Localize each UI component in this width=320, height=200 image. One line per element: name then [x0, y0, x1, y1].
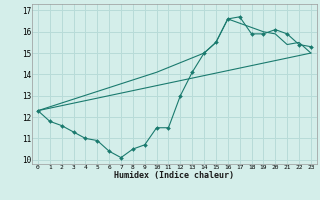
X-axis label: Humidex (Indice chaleur): Humidex (Indice chaleur)	[115, 171, 234, 180]
